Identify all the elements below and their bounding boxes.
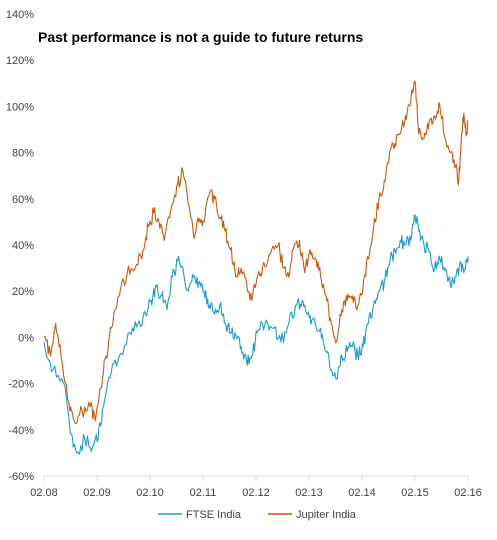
- y-tick-label: 140%: [6, 9, 34, 21]
- y-tick-label: 0%: [18, 332, 34, 344]
- series-line-ftse-india: [43, 214, 469, 455]
- x-tick-label: 02.13: [295, 487, 323, 499]
- x-axis: 02.08 02.09 02.10 02.11 02.12 02.13 02.14 02.15…: [30, 475, 482, 499]
- y-tick-label: 120%: [6, 55, 34, 67]
- series-layer: [43, 80, 469, 455]
- x-tick-label: 02.09: [83, 487, 111, 499]
- y-tick-label: 60%: [12, 194, 34, 206]
- x-tick-label: 02.08: [30, 487, 58, 499]
- x-tick-label: 02.11: [190, 487, 217, 499]
- y-tick-label: 40%: [12, 240, 34, 252]
- x-tick-label: 02.16: [454, 487, 482, 499]
- series-line-jupiter-india: [43, 80, 469, 425]
- y-tick-label: -40%: [8, 425, 34, 437]
- x-tick-label: 02.12: [242, 487, 270, 499]
- legend: FTSE India Jupiter India: [158, 509, 357, 521]
- chart-title: Past performance is not a guide to futur…: [38, 29, 363, 45]
- legend-label-ftse-india: FTSE India: [186, 509, 242, 521]
- y-tick-label: 100%: [6, 101, 34, 113]
- y-tick-label: 20%: [12, 286, 34, 298]
- y-tick-label: 80%: [12, 148, 34, 160]
- x-tick-label: 02.10: [136, 487, 164, 499]
- x-tick-label: 02.15: [401, 487, 429, 499]
- legend-label-jupiter-india: Jupiter India: [296, 509, 357, 521]
- y-axis: -60% -40% -20% 0% 20% 40% 60% 80% 100% 120% 140%: [6, 9, 34, 483]
- y-tick-label: -20%: [8, 379, 34, 391]
- x-tick-label: 02.14: [348, 487, 376, 499]
- y-tick-label: -60%: [8, 471, 34, 483]
